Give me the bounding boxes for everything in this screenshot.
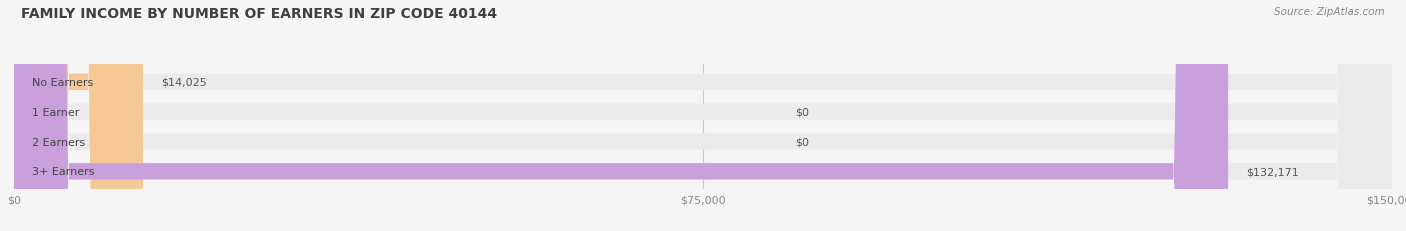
Text: Source: ZipAtlas.com: Source: ZipAtlas.com [1274, 7, 1385, 17]
Text: No Earners: No Earners [32, 78, 94, 88]
Text: 3+ Earners: 3+ Earners [32, 167, 96, 176]
Text: FAMILY INCOME BY NUMBER OF EARNERS IN ZIP CODE 40144: FAMILY INCOME BY NUMBER OF EARNERS IN ZI… [21, 7, 498, 21]
Text: $132,171: $132,171 [1247, 167, 1299, 176]
Text: $0: $0 [794, 107, 808, 117]
Text: $0: $0 [794, 137, 808, 147]
FancyBboxPatch shape [14, 0, 143, 231]
FancyBboxPatch shape [14, 0, 1392, 231]
FancyBboxPatch shape [14, 0, 1392, 231]
FancyBboxPatch shape [14, 0, 1392, 231]
Text: 1 Earner: 1 Earner [32, 107, 80, 117]
Text: 2 Earners: 2 Earners [32, 137, 86, 147]
FancyBboxPatch shape [14, 0, 1229, 231]
Text: $14,025: $14,025 [162, 78, 207, 88]
FancyBboxPatch shape [14, 0, 1392, 231]
